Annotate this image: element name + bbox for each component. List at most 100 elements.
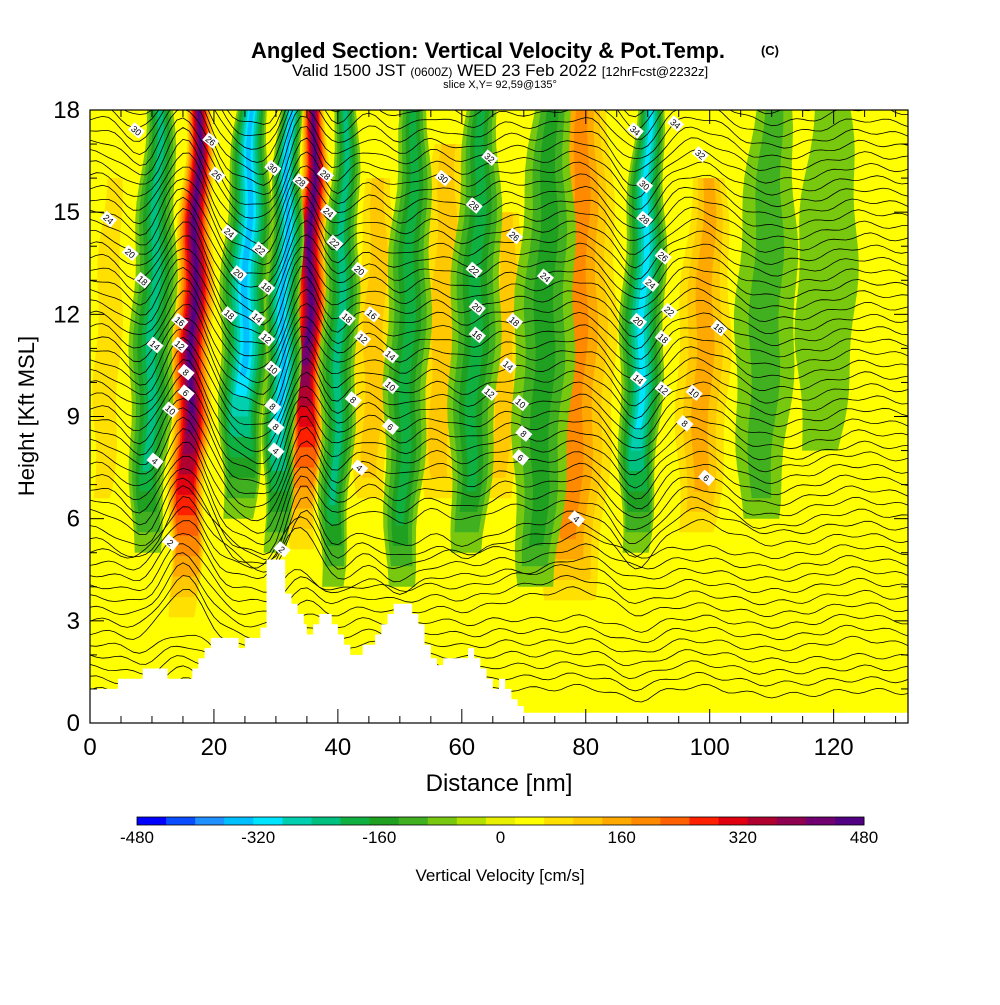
contour-label: 12 (654, 380, 672, 398)
contour-label-box (354, 329, 372, 347)
velocity-level (180, 110, 202, 414)
contour-label: 32 (691, 145, 709, 163)
contour-label: 22 (326, 234, 344, 252)
contour-label: 2 (273, 540, 291, 558)
colorbar-tick-label: -320 (241, 828, 275, 847)
contour-label-box (536, 268, 555, 286)
contour-label: 18 (654, 329, 672, 347)
velocity-level (528, 110, 559, 546)
contour-label-box (100, 210, 118, 228)
velocity-band (218, 110, 273, 519)
contour-label-box (465, 197, 483, 214)
contour-label-text: 22 (467, 263, 481, 277)
velocity-level (92, 178, 124, 499)
colorbar-swatch (427, 817, 458, 825)
isentrope (90, 110, 908, 175)
contour-label-text: 10 (265, 362, 279, 376)
isentrope (90, 152, 908, 245)
colorbar-label: Vertical Velocity [cm/s] (415, 866, 584, 885)
contour-label: 22 (251, 241, 269, 258)
isentrope (90, 117, 908, 205)
contour-label-text: 14 (631, 372, 645, 386)
contour-label-text: 2 (277, 544, 287, 555)
isentrope (90, 543, 908, 603)
contour-label-box (505, 227, 524, 245)
contour-label-text: 30 (637, 178, 651, 192)
colorbar-swatch (718, 817, 749, 825)
isentrope (90, 485, 908, 561)
contour-label: 16 (710, 319, 728, 337)
contour-label: 8 (267, 418, 285, 436)
contour-label-text: 16 (173, 314, 187, 328)
contour-label: 14 (146, 336, 164, 354)
contour-label-box (685, 384, 703, 402)
colorbar-swatch (544, 817, 574, 825)
contour-label-text: 18 (507, 314, 521, 328)
contour-label: 18 (134, 271, 152, 289)
contour-label-box (134, 271, 152, 289)
x-tick-label: 80 (572, 734, 599, 761)
contour-label-text: 6 (515, 452, 525, 463)
contour-label: 8 (177, 363, 195, 381)
contour-label-box (171, 312, 189, 330)
contour-label-text: 22 (253, 243, 267, 257)
isentrope (90, 328, 908, 415)
contour-label-text: 8 (518, 428, 528, 439)
contour-label-box (127, 122, 146, 139)
contour-label-box (676, 414, 694, 432)
isentrope (90, 441, 908, 534)
velocity-level (689, 178, 717, 492)
contour-label-box (292, 173, 310, 190)
contour-label-text: 26 (203, 134, 217, 148)
isentrope (90, 208, 908, 301)
velocity-level (633, 110, 654, 431)
contour-label-text: 18 (340, 311, 354, 325)
colorbar-swatch (369, 817, 400, 825)
x-axis-label: Distance [nm] (426, 770, 573, 797)
contour-label-text: 22 (662, 304, 676, 318)
chart-title: Angled Section: Vertical Velocity & Pot.… (251, 38, 725, 63)
contour-label-text: 8 (181, 367, 191, 378)
contour-label: 30 (127, 122, 146, 139)
x-tick-label: 60 (448, 734, 475, 761)
contour-label-box (481, 149, 499, 167)
contour-label-text: 26 (507, 229, 521, 243)
isentrope (90, 416, 908, 508)
isentrope (90, 138, 908, 232)
contour-label: 10 (162, 401, 180, 419)
contour-label: 24 (642, 275, 660, 293)
contour-label-text: 24 (538, 270, 552, 284)
isentrope (90, 196, 908, 288)
colorbar-swatch (834, 817, 865, 825)
contour-label-text: 20 (123, 246, 137, 260)
contour-label-box (258, 329, 276, 347)
contour-label-text: 28 (318, 168, 332, 182)
contour-label-box (208, 166, 226, 184)
colorbar-swatch (224, 817, 254, 825)
colorbar-swatch (776, 817, 807, 825)
colorbar-tick-label: 160 (608, 828, 636, 847)
colorbar-tick-label: -160 (362, 828, 396, 847)
contour-label-text: 12 (173, 338, 187, 352)
isentrope (90, 187, 908, 275)
contour-label-text: 10 (513, 396, 527, 410)
chart-subtitle: Valid 1500 JST (0600Z) WED 23 Feb 2022 [… (292, 61, 708, 80)
contour-label-text: 32 (693, 148, 707, 162)
isentrope (90, 428, 908, 522)
colorbar-swatch (573, 817, 603, 825)
contour-label-box (499, 357, 517, 374)
contour-label-text: 30 (265, 161, 279, 175)
contour-label-box (220, 305, 238, 323)
contour-label: 30 (434, 169, 452, 187)
contour-label-text: 20 (231, 267, 245, 281)
contour-label-box (512, 394, 530, 412)
contour-label-box (146, 452, 164, 470)
isentrope (221, 110, 645, 136)
contour-label: 24 (320, 203, 338, 221)
contour-label-box (654, 329, 672, 347)
contour-label-box (382, 377, 400, 395)
isentrope (90, 562, 908, 628)
contour-label-text: 8 (348, 394, 358, 405)
contour-label: 24 (100, 210, 118, 228)
contour-label: 20 (121, 244, 139, 262)
